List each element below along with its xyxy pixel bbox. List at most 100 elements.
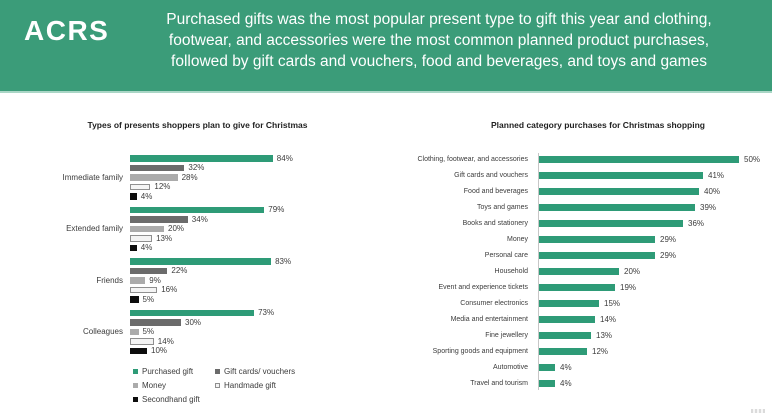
bar-row: 84% (130, 153, 293, 163)
category-label: Friends (96, 275, 123, 285)
category-group-friends: Friends 83% 22% 9% 16% 5% (60, 257, 395, 303)
bar-purchased-gift (130, 155, 273, 162)
presents-chart-title: Types of presents shoppers plan to give … (87, 120, 308, 130)
category-bar (539, 204, 695, 211)
bar-money (130, 328, 139, 335)
bar-row: 30% (130, 318, 274, 326)
category-bar (539, 172, 703, 179)
categories-chart-title: Planned category purchases for Christmas… (491, 120, 705, 130)
category-label: Gift cards and vouchers (454, 171, 528, 179)
value-label: 4% (560, 379, 572, 388)
banner-headline-line-1: Purchased gifts was the most popular pre… (166, 11, 712, 28)
category-label: Media and entertainment (450, 315, 528, 323)
category-label: Travel and tourism (470, 379, 528, 387)
category-bar (539, 348, 587, 355)
bar-gift-cards-vouchers (130, 216, 188, 223)
category-label: Clothing, footwear, and accessories (417, 155, 528, 163)
presents-chart: Types of presents shoppers plan to give … (60, 112, 395, 404)
footer-mark (751, 409, 765, 413)
category-row-money: Money 29% (408, 235, 772, 244)
value-label: 13% (156, 233, 173, 243)
category-bar (539, 156, 739, 163)
category-row-sporting-goods-and-equipment: Sporting goods and equipment 12% (408, 347, 772, 356)
category-bar (539, 188, 699, 195)
value-label: 34% (191, 214, 208, 224)
category-label: Household (494, 267, 528, 275)
bar-secondhand-gift (130, 347, 147, 354)
value-label: 4% (560, 363, 572, 372)
value-label: 36% (688, 219, 705, 228)
category-bar (539, 316, 595, 323)
category-label: Consumer electronics (460, 299, 528, 307)
category-bar (539, 268, 619, 275)
categories-chart-plot: Clothing, footwear, and accessories 50% Gi… (408, 153, 772, 390)
banner-headline-line-2: footwear, and accessories were the most … (168, 32, 710, 49)
category-label: Food and beverages (463, 187, 528, 195)
value-label: 20% (624, 267, 641, 276)
category-bars: 73% 30% 5% 14% 10% (130, 309, 274, 356)
bar-row: 20% (130, 224, 284, 234)
value-label: 28% (181, 172, 198, 182)
presents-chart-legend: Purchased gift Gift cards/ vouchers Money H… (133, 367, 363, 404)
bar-handmade-gift (130, 338, 154, 345)
legend-item-money: Money (133, 381, 215, 390)
legend-item-secondhand-gift: Secondhand gift (133, 395, 215, 404)
category-bars: 79% 34% 20% 13% 4% (130, 205, 285, 252)
bar-gift-cards-vouchers (130, 164, 185, 171)
category-label: Books and stationery (462, 219, 528, 227)
category-bar (539, 284, 615, 291)
legend-item-gift-cards-vouchers: Gift cards/ vouchers (215, 367, 363, 376)
value-label: 20% (168, 224, 185, 234)
legend-label: Purchased gift (142, 367, 194, 376)
category-group-colleagues: Colleagues 73% 30% 5% 14% 10% (60, 309, 395, 356)
bar-money (130, 174, 178, 181)
category-row-books-and-stationery: Books and stationery 36% (408, 219, 772, 228)
category-bar (539, 252, 655, 259)
category-bars: 84% 32% 28% 12% 4% (130, 153, 293, 200)
bar-handmade-gift (130, 183, 151, 190)
bar-row: 16% (130, 285, 291, 295)
categories-chart: Planned category purchases for Christmas… (408, 112, 772, 390)
bar-row: 83% (130, 257, 291, 265)
bar-row: 79% (130, 205, 285, 215)
category-bar (539, 220, 683, 227)
value-label: 19% (620, 283, 637, 292)
bar-money (130, 277, 146, 284)
legend-label: Money (142, 381, 167, 390)
category-row-food-and-beverages: Food and beverages 40% (408, 187, 772, 196)
category-label: Toys and games (477, 203, 528, 211)
bar-handmade-gift (130, 235, 153, 242)
bar-row: 5% (130, 328, 274, 336)
value-label: 40% (704, 187, 721, 196)
header-banner: ACRS Purchased gifts was the most popula… (0, 0, 772, 93)
gift-cards-vouchers-legend-swatch-icon (215, 369, 220, 374)
category-bar (539, 364, 555, 371)
category-row-consumer-electronics: Consumer electronics 15% (408, 299, 772, 308)
category-row-fine-jewellery: Fine jewellery 13% (408, 331, 772, 340)
value-label: 29% (660, 251, 677, 260)
value-label: 10% (151, 346, 168, 356)
bar-row: 4% (130, 192, 293, 200)
category-label: Money (506, 235, 528, 243)
value-label: 32% (188, 163, 205, 173)
y-axis-line (538, 153, 539, 390)
value-label: 16% (161, 285, 178, 295)
bar-purchased-gift (130, 206, 265, 213)
category-bar (539, 332, 591, 339)
value-label: 15% (604, 299, 621, 308)
value-label: 50% (744, 155, 761, 164)
value-label: 84% (276, 153, 293, 163)
bar-row: 9% (130, 275, 291, 285)
category-label: Fine jewellery (485, 331, 528, 339)
value-label: 79% (268, 205, 285, 215)
banner-headline: Purchased gifts was the most popular pre… (130, 9, 748, 72)
category-row-travel-and-tourism: Travel and tourism 4% (408, 379, 772, 388)
money-legend-swatch-icon (133, 383, 138, 388)
bar-purchased-gift (130, 258, 272, 265)
bar-row: 10% (130, 346, 274, 356)
bar-secondhand-gift (130, 244, 137, 251)
value-label: 12% (154, 182, 171, 192)
category-label: Extended family (66, 224, 123, 233)
value-label: 9% (149, 275, 161, 285)
value-label: 22% (171, 266, 188, 276)
